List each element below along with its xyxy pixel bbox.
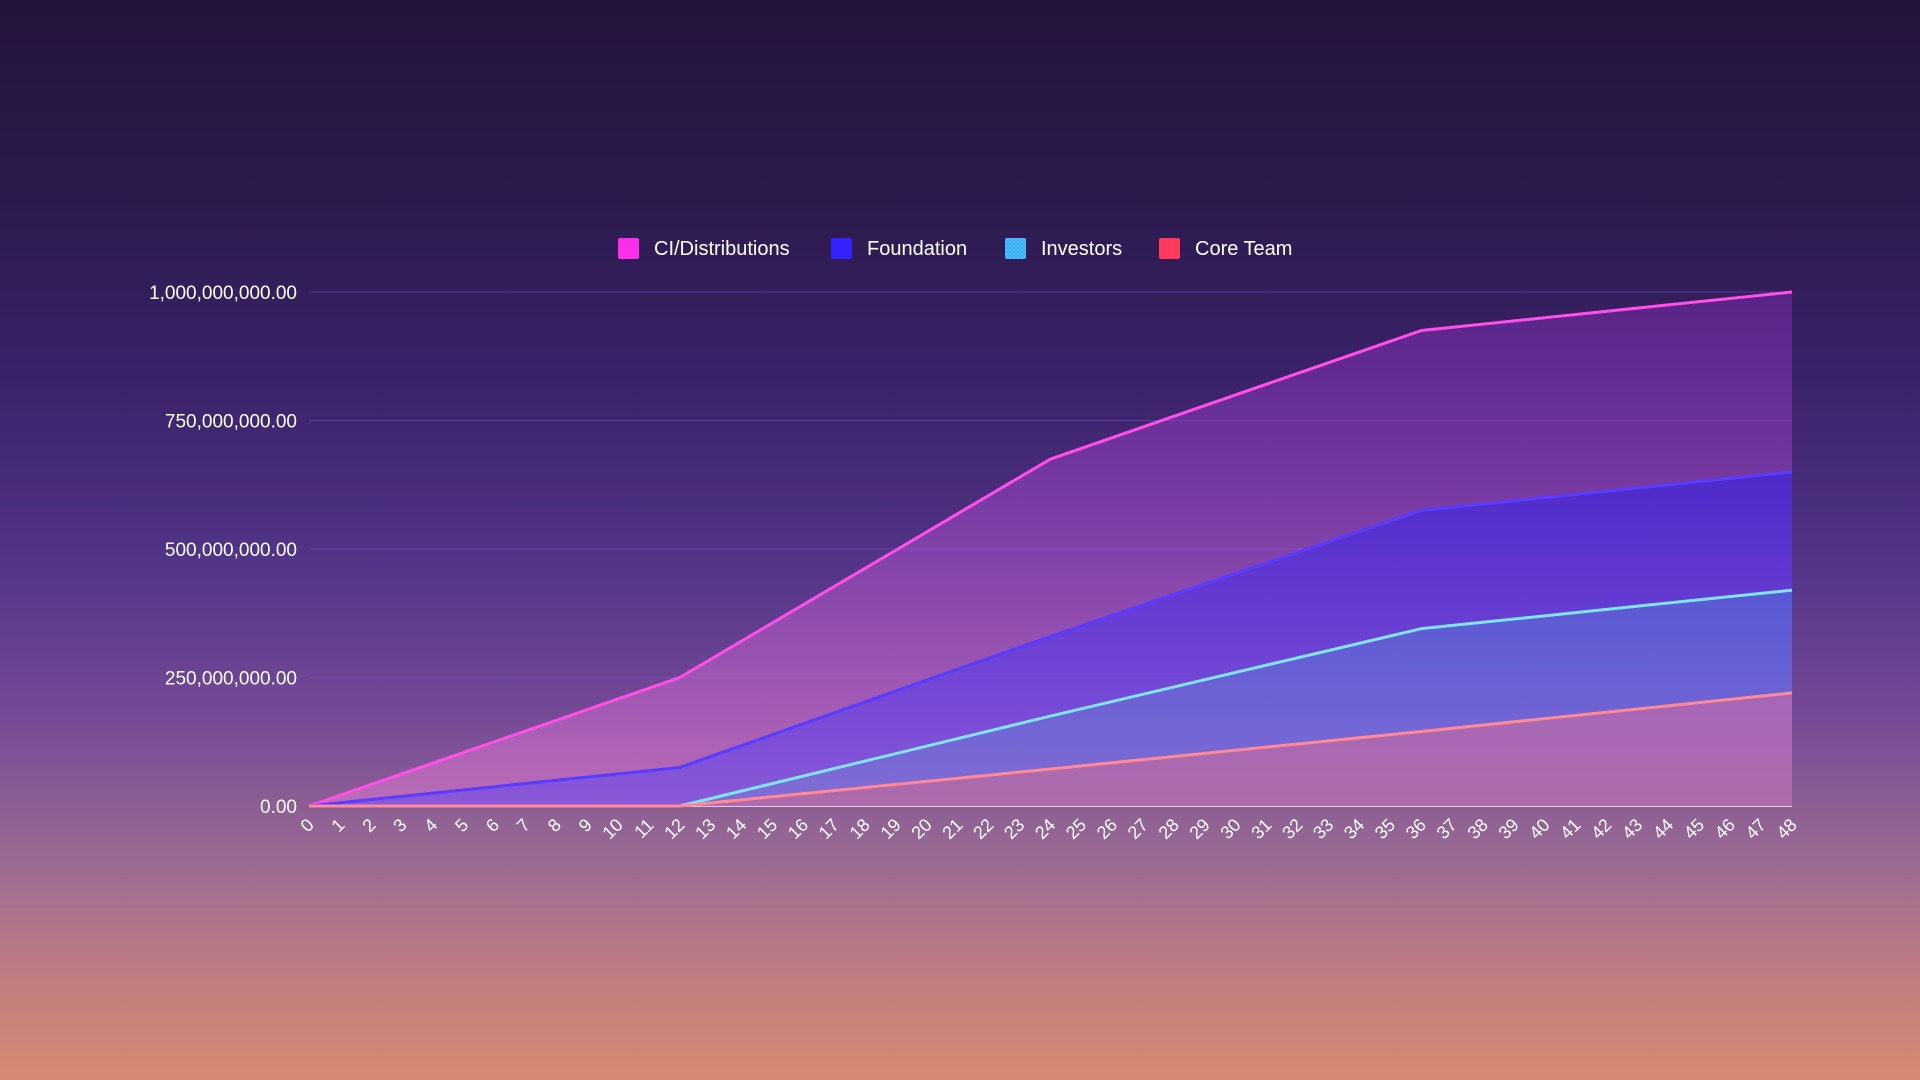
x-tick-label: 28 xyxy=(1155,815,1183,843)
x-tick-label: 44 xyxy=(1649,815,1677,843)
x-tick-label: 33 xyxy=(1309,815,1337,843)
x-tick-label: 31 xyxy=(1247,815,1275,843)
x-tick-label: 10 xyxy=(598,815,626,843)
legend-item-investors[interactable]: Investors xyxy=(1005,238,1122,260)
x-tick-label: 27 xyxy=(1124,815,1152,843)
x-tick-label: 43 xyxy=(1618,815,1646,843)
y-tick-label: 250,000,000.00 xyxy=(165,669,297,690)
x-tick-label: 0 xyxy=(297,815,318,836)
y-tick-label: 1,000,000,000.00 xyxy=(149,283,297,304)
x-tick-label: 42 xyxy=(1587,815,1615,843)
x-tick-label: 6 xyxy=(482,815,503,836)
chart-lines xyxy=(308,290,1793,808)
line-ci-distributions xyxy=(308,290,1793,808)
legend-label: CI/Distributions xyxy=(654,238,790,260)
x-tick-label: 22 xyxy=(969,815,997,843)
x-tick-label: 47 xyxy=(1742,815,1770,843)
x-tick-label: 35 xyxy=(1371,815,1399,843)
y-axis: 0.00 250,000,000.00 500,000,000.00 750,000,… xyxy=(149,283,297,818)
legend-item-ci-distributions[interactable]: CI/Distributions xyxy=(618,238,790,260)
x-tick-label: 4 xyxy=(420,815,441,836)
legend-label: Core Team xyxy=(1195,238,1292,260)
line-foundation xyxy=(308,470,1793,808)
x-tick-label: 37 xyxy=(1433,815,1461,843)
x-tick-label: 30 xyxy=(1216,815,1244,843)
x-tick-label: 25 xyxy=(1062,815,1090,843)
x-tick-label: 3 xyxy=(389,815,410,836)
legend-swatch xyxy=(1005,238,1026,259)
x-tick-label: 23 xyxy=(1000,815,1028,843)
x-tick-label: 24 xyxy=(1031,815,1059,843)
x-tick-label: 40 xyxy=(1525,815,1553,843)
legend-item-core-team[interactable]: Core Team xyxy=(1159,238,1292,260)
x-tick-label: 5 xyxy=(451,815,472,836)
x-tick-label: 38 xyxy=(1464,815,1492,843)
legend-item-foundation[interactable]: Foundation xyxy=(831,238,967,260)
x-tick-label: 21 xyxy=(938,815,966,843)
x-tick-label: 34 xyxy=(1340,815,1368,843)
x-tick-label: 11 xyxy=(630,815,657,842)
x-tick-label: 36 xyxy=(1402,815,1430,843)
x-tick-label: 14 xyxy=(722,815,750,843)
x-tick-label: 1 xyxy=(328,815,349,836)
x-tick-label: 18 xyxy=(846,815,874,843)
area-core-team xyxy=(309,692,1792,806)
y-tick-label: 500,000,000.00 xyxy=(165,540,297,561)
x-tick-label: 2 xyxy=(358,815,379,836)
x-tick-label: 15 xyxy=(753,815,781,843)
x-tick-label: 20 xyxy=(907,815,935,843)
x-tick-label: 26 xyxy=(1093,815,1121,843)
x-tick-label: 39 xyxy=(1494,815,1522,843)
legend-swatch xyxy=(618,238,639,259)
x-tick-label: 48 xyxy=(1773,815,1801,843)
legend-label: Investors xyxy=(1041,238,1122,260)
x-tick-label: 12 xyxy=(660,815,688,843)
x-tick-label: 13 xyxy=(691,815,719,843)
x-tick-label: 19 xyxy=(877,815,905,843)
x-tick-label: 16 xyxy=(784,815,812,843)
x-tick-label: 32 xyxy=(1278,815,1306,843)
x-tick-label: 46 xyxy=(1711,815,1739,843)
x-tick-label: 29 xyxy=(1186,815,1214,843)
line-core-team xyxy=(309,691,1793,808)
x-tick-label: 8 xyxy=(544,815,565,836)
x-tick-label: 45 xyxy=(1680,815,1708,843)
legend-swatch xyxy=(1159,238,1180,259)
x-tick-label: 9 xyxy=(575,815,596,836)
chart-legend: CI/Distributions Foundation Investors Core … xyxy=(618,238,1292,260)
legend-swatch xyxy=(831,238,852,259)
y-tick-label: 750,000,000.00 xyxy=(165,412,297,433)
legend-label: Foundation xyxy=(867,238,967,260)
x-axis: 0 1 2 3 4 5 6 7 8 9 10 11 12 13 14 15 16 17 18 19 20 21 22 23 24… xyxy=(297,815,1801,843)
y-tick-label: 0.00 xyxy=(260,797,297,818)
x-tick-label: 41 xyxy=(1556,815,1584,843)
x-tick-label: 17 xyxy=(815,815,843,843)
x-tick-label: 7 xyxy=(513,815,534,836)
